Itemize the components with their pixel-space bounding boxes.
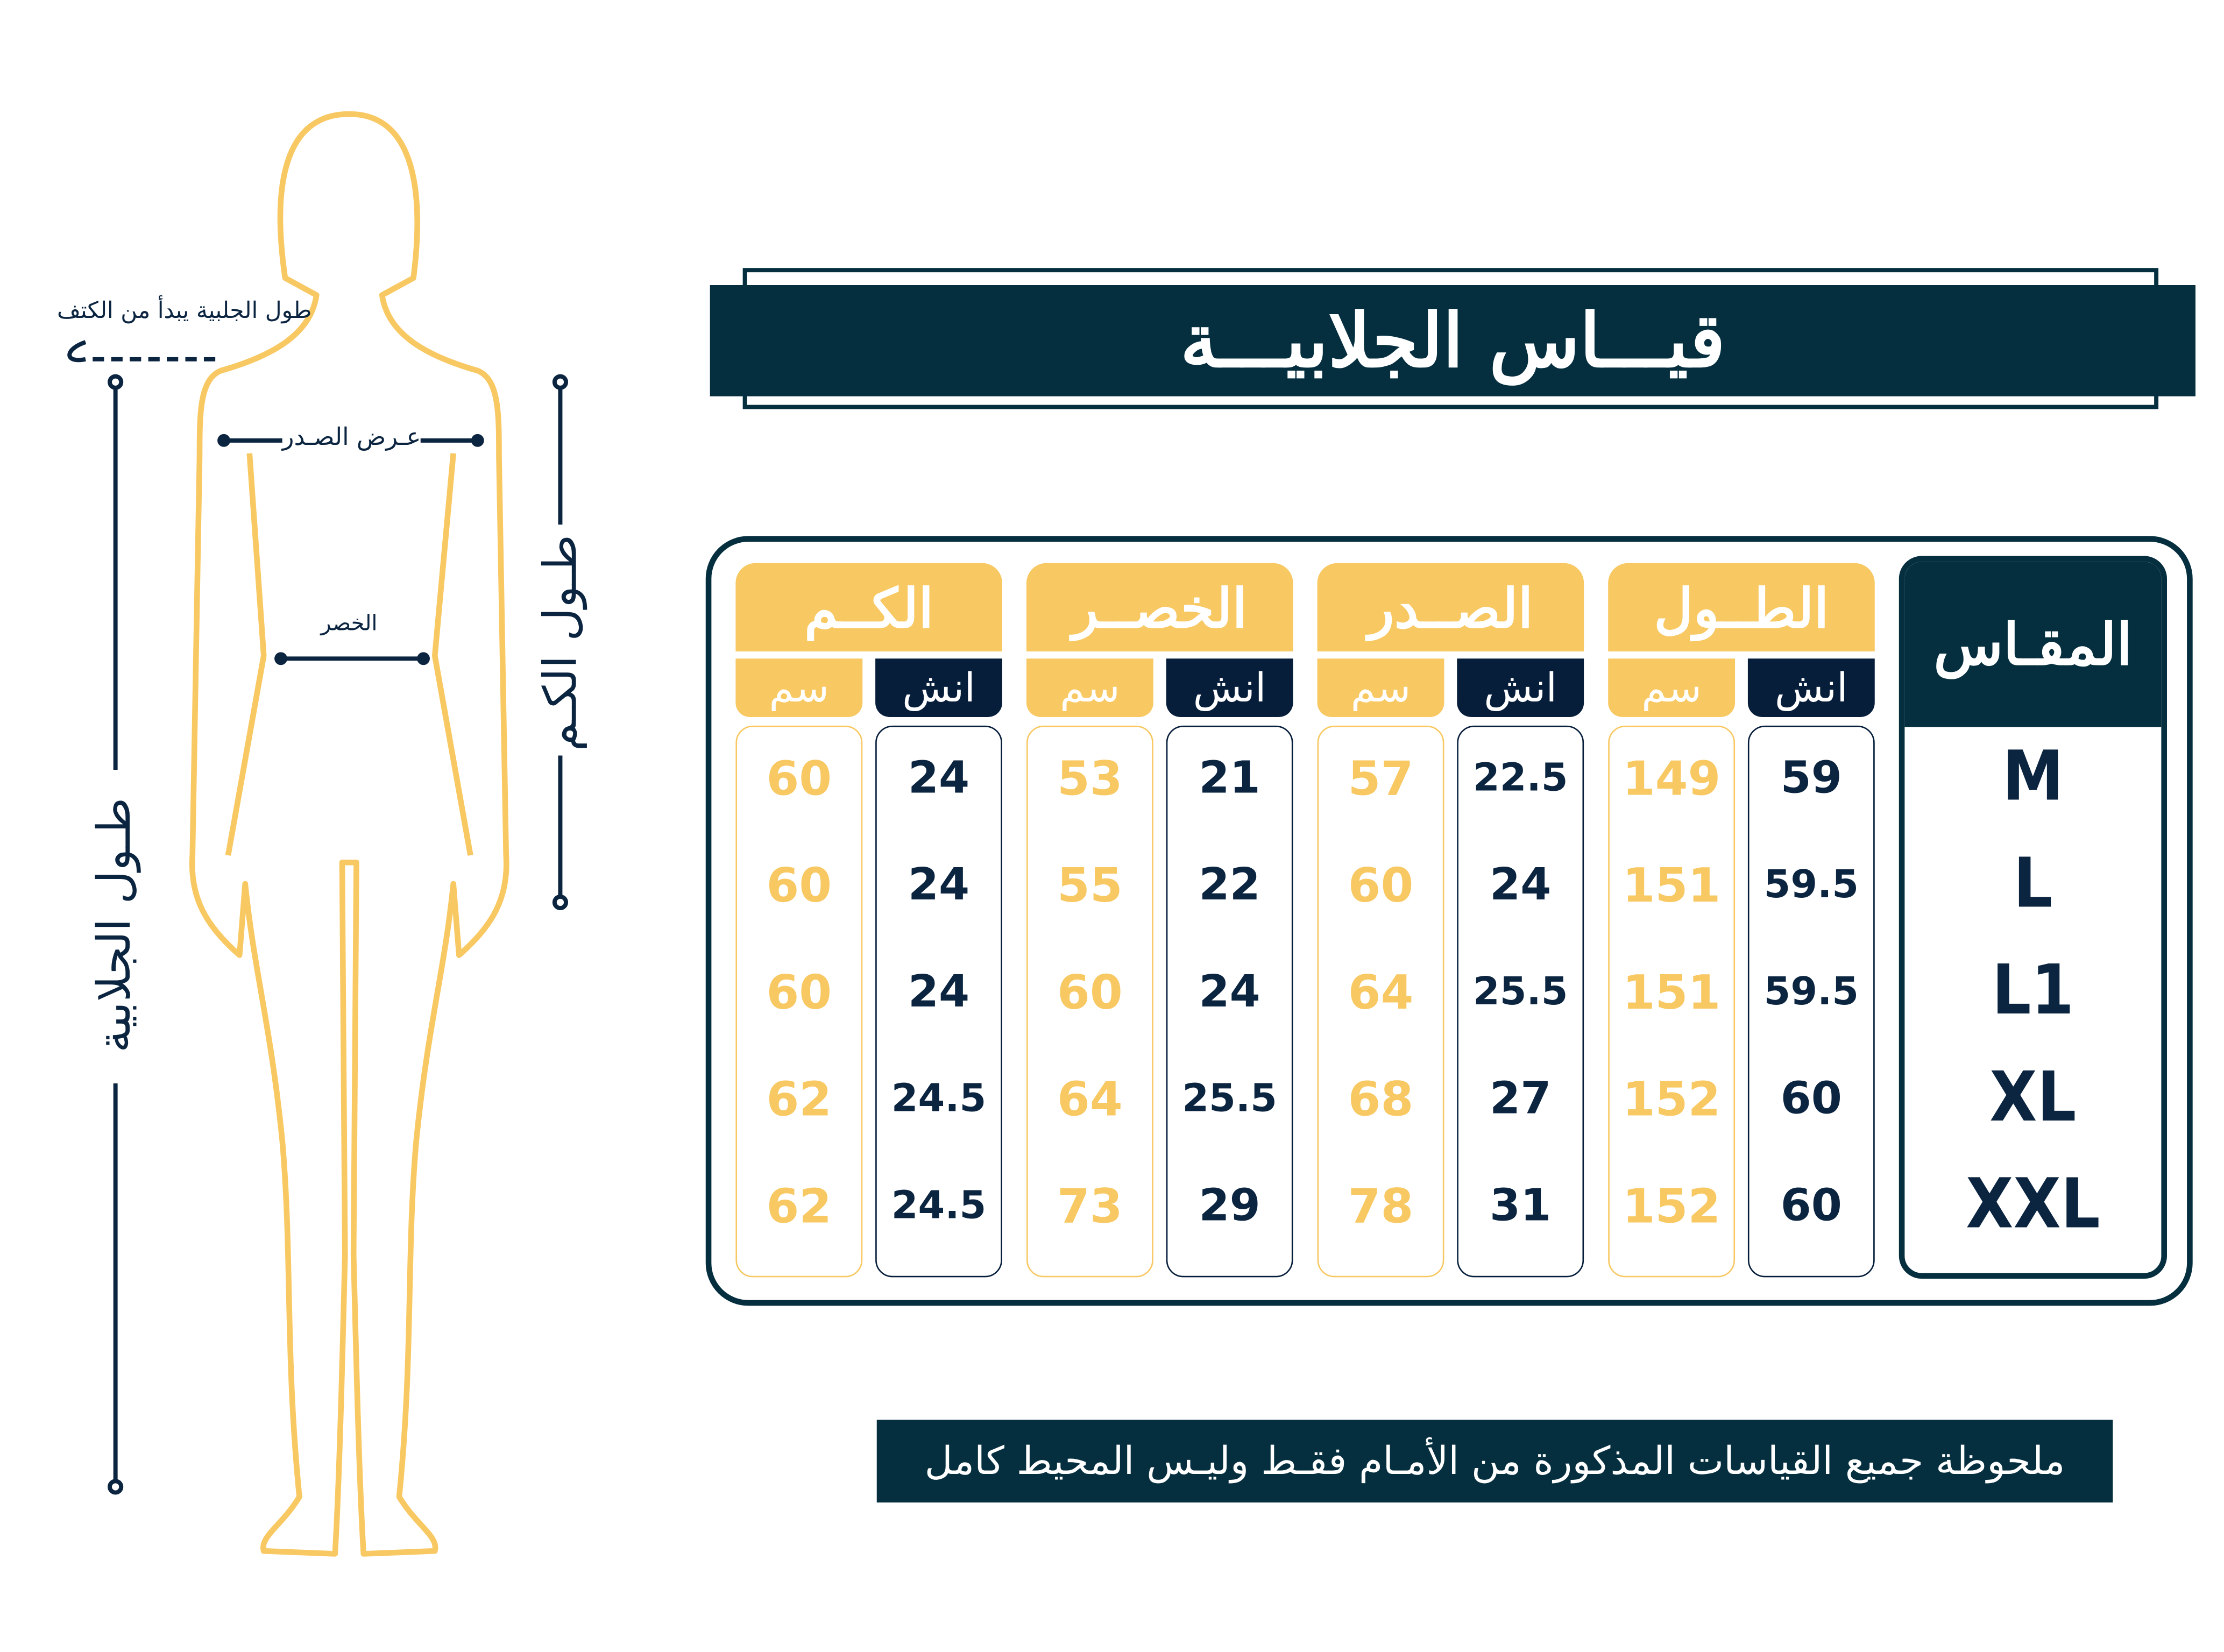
cm-value: 53 [1057,750,1123,806]
inch-column: 24 24 24 24.5 24.5 [875,725,1002,1278]
size-table [705,536,2193,1306]
cm-column: 53 55 60 64 73 [1026,725,1153,1278]
column-group-header: الصــدر [1317,563,1584,652]
column-group-header: الكــم [735,563,1002,652]
inch-column: 59 59.5 59.5 60 60 [1747,725,1875,1278]
cm-column: 57 60 64 68 78 [1317,725,1444,1278]
length-label: طـول الجلابية [87,797,141,1053]
inch-value: 24.5 [891,1077,987,1122]
inch-value: 60 [1780,1180,1842,1232]
inch-subheader: انش [1166,658,1293,717]
body-figure [67,111,569,1557]
inch-value: 29 [1199,1180,1260,1232]
sleeve-label: طـول الكـم [533,535,587,751]
cm-value: 64 [1348,964,1414,1020]
inch-value: 27 [1490,1073,1552,1125]
cm-value: 62 [766,1071,832,1127]
waist-label: الخصر [321,610,378,636]
size-header: المقـاس [1904,562,2162,727]
size-value: XXL [1966,1165,2100,1245]
column-group-header: الطــول [1608,563,1875,652]
cm-value: 60 [1057,964,1123,1020]
cm-value: 60 [766,964,832,1020]
cm-value: 151 [1622,857,1721,913]
size-value: L [2013,843,2053,924]
inch-subheader: انش [1747,658,1875,717]
size-column: المقـاس M L L1 XL XXL [1899,556,2168,1279]
inch-value: 59.5 [1763,863,1859,907]
inch-subheader: انش [875,658,1002,717]
inch-value: 24 [908,966,970,1018]
cm-value: 73 [1057,1178,1123,1234]
inch-value: 24 [908,859,970,911]
measure-lines [67,340,569,1495]
cm-subheader: سم [1608,658,1736,717]
cm-subheader: سم [1317,658,1444,717]
note-banner: ملحوظة جميع القياسات المذكورة من الأمـام… [876,1420,2113,1503]
cm-value: 64 [1057,1071,1123,1127]
shoulder-note: طول الجلبية يبدأ من الكتف [57,296,312,324]
inch-value: 21 [1199,753,1260,804]
inch-value: 22.5 [1472,756,1568,800]
inch-value: 31 [1490,1180,1552,1232]
cm-value: 152 [1622,1071,1721,1127]
inch-value: 22 [1199,859,1260,911]
cm-value: 60 [1348,857,1414,913]
cm-value: 57 [1348,750,1414,806]
inch-value: 24 [1490,859,1552,911]
cm-value: 55 [1057,857,1123,913]
inch-subheader: انش [1457,658,1584,717]
inch-column: 21 22 24 25.5 29 [1166,725,1293,1278]
inch-value: 59.5 [1763,970,1859,1015]
cm-column: 60 60 60 62 62 [735,725,863,1278]
cm-value: 60 [766,750,832,806]
cm-subheader: سم [1026,658,1153,717]
cm-value: 78 [1348,1178,1414,1234]
size-value: L1 [1992,951,2074,1031]
inch-value: 25.5 [1182,1077,1277,1122]
size-value: XL [1989,1058,2077,1138]
column-group-header: الخصــر [1026,563,1293,652]
cm-value: 62 [766,1178,832,1234]
cm-value: 68 [1348,1071,1414,1127]
cm-value: 149 [1622,750,1721,806]
inch-value: 24 [1199,966,1260,1018]
cm-value: 151 [1622,964,1721,1020]
cm-column: 149 151 151 152 152 [1608,725,1736,1278]
page-title: قيـــاس الجلابيـــة [710,285,2196,396]
cm-subheader: سم [735,658,863,717]
inch-value: 59 [1780,753,1842,804]
inch-column: 22.5 24 25.5 27 31 [1457,725,1584,1278]
inch-value: 25.5 [1472,970,1568,1015]
silhouette-outline [189,111,509,1557]
cm-value: 60 [766,857,832,913]
inch-value: 24.5 [891,1183,987,1228]
size-value: M [2002,737,2064,817]
chest-label: عـرض الصـدر [282,423,421,452]
cm-value: 152 [1622,1178,1721,1234]
inch-value: 24 [908,753,970,804]
inch-value: 60 [1780,1073,1842,1125]
